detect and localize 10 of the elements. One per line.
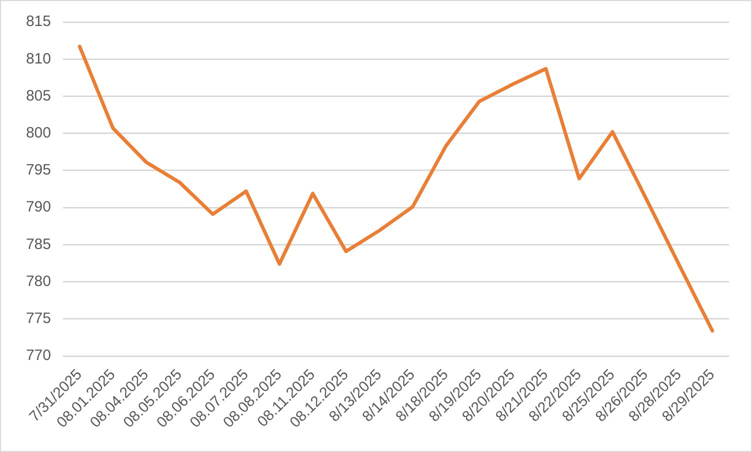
y-tick-label: 815 bbox=[26, 13, 51, 30]
y-tick-label: 775 bbox=[26, 310, 51, 328]
y-tick-label: 810 bbox=[26, 50, 51, 68]
y-tick-label: 770 bbox=[26, 347, 51, 364]
y-tick-label: 790 bbox=[26, 198, 51, 216]
y-tick-label: 785 bbox=[26, 236, 51, 253]
y-tick-label: 780 bbox=[26, 272, 51, 290]
y-tick-label: 805 bbox=[26, 87, 51, 104]
y-tick-label: 800 bbox=[26, 124, 51, 142]
y-tick-label: 795 bbox=[26, 162, 51, 179]
